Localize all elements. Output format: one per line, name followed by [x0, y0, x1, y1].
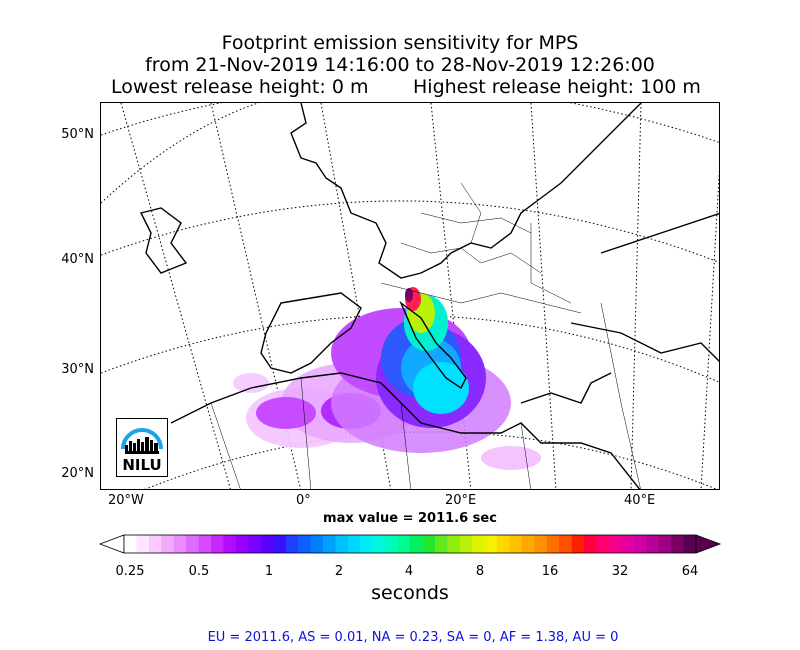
colorbar-segment [671, 535, 685, 553]
colorbar-tick-1: 1 [264, 564, 274, 579]
country-borders [210, 182, 641, 489]
colorbar-segment [198, 535, 212, 553]
colorbar-segment [186, 535, 200, 553]
colorbar-tick-8: 8 [475, 564, 485, 579]
colorbar-segment [459, 535, 473, 553]
colorbar-segment [633, 535, 647, 553]
colorbar-tick-0-5: 0.5 [188, 564, 210, 579]
colorbar-segment [335, 535, 349, 553]
colorbar-segment [658, 535, 672, 553]
lat-label-40n: 40°N [61, 252, 94, 267]
colorbar-segment [235, 535, 249, 553]
coastlines [139, 103, 719, 489]
lon-label-40e: 40°E [624, 493, 656, 508]
colorbar-segment [347, 535, 361, 553]
colorbar-tick-0-25: 0.25 [115, 564, 145, 579]
colorbar-segment [621, 535, 635, 553]
lat-label-30n: 30°N [61, 362, 94, 377]
colorbar-tick-64: 64 [681, 564, 699, 579]
colorbar-segment [571, 535, 585, 553]
colorbar-extend-high [695, 534, 722, 554]
colorbar-segment [173, 535, 187, 553]
colorbar-segment [410, 535, 423, 553]
colorbar-segment [472, 535, 486, 553]
colorbar-segment [148, 535, 162, 553]
colorbar-segment [509, 535, 523, 553]
map-canvas [101, 103, 719, 489]
max-value-label: max value = 2011.6 sec [323, 511, 497, 526]
colorbar-tick-16: 16 [541, 564, 559, 579]
colorbar-segment [273, 535, 287, 553]
colorbar-segment [211, 535, 224, 553]
nilu-logo-text: NILU [122, 456, 162, 474]
colorbar-segment [360, 535, 374, 553]
colorbar-segment [608, 535, 622, 553]
colorbar-segment [484, 535, 498, 553]
lat-label-20n: 20°N [61, 466, 94, 481]
map-title-line-1: Footprint emission sensitivity for MPS [221, 32, 579, 54]
colorbar-segment [596, 535, 610, 553]
colorbar-segment [546, 535, 560, 553]
colorbar-segment [136, 535, 150, 553]
colorbar-segment [322, 535, 336, 553]
colorbar-segment [260, 535, 274, 553]
colorbar-segment [534, 535, 548, 553]
lon-label-0: 0° [296, 493, 311, 508]
colorbar-segment [646, 535, 660, 553]
colorbar-label: seconds [371, 582, 449, 604]
colorbar-segment [422, 535, 436, 553]
colorbar-segment [310, 535, 324, 553]
colorbar-segment [434, 535, 448, 553]
nilu-logo-graphic [121, 428, 163, 454]
colorbar-extend-low [98, 534, 125, 554]
colorbar-segment [559, 535, 573, 553]
colorbar-segment [124, 535, 137, 553]
colorbar-segment [248, 535, 262, 553]
colorbar-segment [447, 535, 461, 553]
colorbar-segment [521, 535, 535, 553]
colorbar-segment [285, 535, 299, 553]
colorbar-segment [683, 535, 697, 553]
highest-release-height: Highest release height: 100 m [413, 76, 701, 98]
colorbar-tick-32: 32 [611, 564, 629, 579]
colorbar-segment [497, 535, 510, 553]
lowest-release-height: Lowest release height: 0 m [111, 76, 369, 98]
lon-label-20e: 20°E [445, 493, 477, 508]
lat-label-50n: 50°N [61, 127, 94, 142]
colorbar-segment [161, 535, 175, 553]
colorbar-segment [298, 535, 312, 553]
map-title-line-2: from 21-Nov-2019 14:16:00 to 28-Nov-2019… [145, 54, 655, 76]
colorbar-tick-4: 4 [404, 564, 414, 579]
colorbar-segment [223, 535, 237, 553]
footprint-map [100, 102, 720, 490]
colorbar-segment [584, 535, 598, 553]
colorbar [98, 534, 722, 554]
colorbar-segment [372, 535, 386, 553]
colorbar-frame [123, 534, 697, 554]
colorbar-tick-2: 2 [334, 564, 344, 579]
nilu-logo: NILU [116, 418, 168, 477]
lon-label-20w: 20°W [108, 493, 144, 508]
colorbar-segment [385, 535, 399, 553]
region-stats: EU = 2011.6, AS = 0.01, NA = 0.23, SA = … [207, 630, 619, 645]
emission-sensitivity-plume [233, 287, 541, 470]
colorbar-segment [397, 535, 411, 553]
